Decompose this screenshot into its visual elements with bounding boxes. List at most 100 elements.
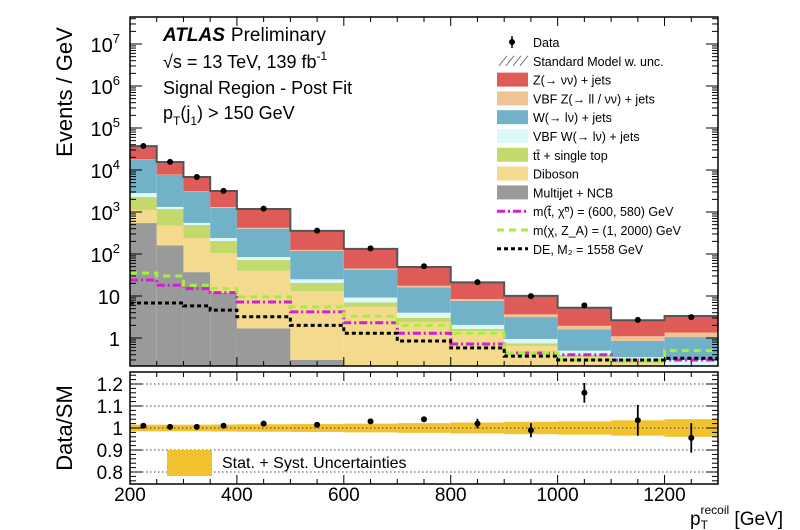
y-tick-label: 104 xyxy=(91,157,120,183)
bar-tt-single-top-bin-8 xyxy=(450,328,505,332)
bar-w-l-jets-bin-4 xyxy=(236,228,291,258)
data-point-7 xyxy=(421,263,427,270)
bar-tt-single-top-bin-1 xyxy=(156,209,184,226)
legend-swatch-4 xyxy=(497,110,528,125)
bar-z-jets-bin-0 xyxy=(130,146,157,160)
x-axis-title-p: p xyxy=(690,509,701,530)
y-tick-label-exponent: 7 xyxy=(113,31,120,46)
legend-data-marker xyxy=(509,39,515,45)
energy-label: √s = 13 TeV, 139 fb-1 xyxy=(163,49,328,72)
legend-label-bg-6: Z(→ νν) + jets xyxy=(533,74,611,88)
bar-z-jets-bin-9 xyxy=(504,295,558,315)
bar-diboson-bin-9 xyxy=(504,345,558,366)
x-tick-label: 1200 xyxy=(643,485,685,506)
atlas-experiment: ATLAS xyxy=(162,25,225,46)
stacked-backgrounds xyxy=(130,145,718,366)
bar-multijet-ncb-bin-1 xyxy=(156,245,184,366)
ratio-point-3 xyxy=(220,422,227,429)
bar-w-l-jets-bin-10 xyxy=(557,329,612,351)
data-point-5 xyxy=(314,227,321,234)
legend-label-bg-0: Multijet + NCB xyxy=(533,186,613,200)
atlas-label: ATLAS Preliminary xyxy=(162,25,326,46)
x-tick-label: 1000 xyxy=(536,485,578,506)
bar-diboson-bin-3 xyxy=(210,253,237,293)
ratio-panel xyxy=(130,382,718,473)
y-tick-label: 106 xyxy=(91,73,120,99)
bar-w-l-jets-bin-5 xyxy=(290,250,344,280)
bar-z-jets-bin-11 xyxy=(611,320,665,337)
ratio-point-9 xyxy=(527,427,534,434)
y-tick-label-base: 1 xyxy=(109,329,120,351)
y-tick-label-base: 10 xyxy=(91,161,113,183)
bar-tt-single-top-bin-5 xyxy=(290,282,344,292)
ratio-point-7 xyxy=(421,416,427,423)
ratio-point-2 xyxy=(193,423,200,430)
bar-vbf-z-ll-jets-bin-2 xyxy=(183,191,211,192)
legend-label-bg-3: VBF W(→ lν) + jets xyxy=(533,130,640,144)
bar-multijet-ncb-bin-3 xyxy=(210,292,237,366)
legend-sm-hatch xyxy=(505,55,515,67)
bar-tt-single-top-bin-9 xyxy=(504,343,558,346)
legend-label-bg-5: VBF Z(→ ll / νν) + jets xyxy=(533,92,655,106)
bar-multijet-ncb-bin-4 xyxy=(236,328,291,366)
bar-vbf-z-ll-jets-bin-11 xyxy=(611,336,665,341)
data-point-1 xyxy=(167,158,174,165)
data-point-6 xyxy=(367,245,374,252)
bar-tt-single-top-bin-3 xyxy=(210,240,237,254)
legend-label-bg-4: W(→ lν) + jets xyxy=(533,111,612,125)
legend-sm-hatch xyxy=(519,55,529,67)
bar-w-l-jets-bin-8 xyxy=(450,300,505,325)
legend-sm-hatch xyxy=(512,55,522,67)
legend-swatch-0 xyxy=(497,185,528,200)
ratio-point-11 xyxy=(634,417,641,424)
data-point-9 xyxy=(527,293,534,300)
bar-vbf-z-ll-jets-bin-12 xyxy=(664,332,718,338)
bar-vbf-w-l-jets-bin-1 xyxy=(156,206,184,210)
bar-diboson-bin-2 xyxy=(183,238,211,273)
y-axis-title: Events / GeV xyxy=(52,27,77,157)
legend-swatch-2 xyxy=(497,147,528,162)
legend-signal-label-2: DE, M₂ = 1558 GeV xyxy=(533,243,644,257)
bar-vbf-w-l-jets-bin-9 xyxy=(504,338,558,344)
signal-line-1 xyxy=(130,271,718,362)
atlas-status: Preliminary xyxy=(231,25,327,46)
bar-w-l-jets-bin-9 xyxy=(504,317,558,339)
bar-vbf-z-ll-jets-bin-10 xyxy=(557,325,612,330)
y-tick-label: 107 xyxy=(91,31,120,57)
uncertainty-band-bin-7 xyxy=(397,423,451,433)
ratio-point-8 xyxy=(474,420,481,427)
ratio-y-tick-label: 1 xyxy=(112,419,123,440)
data-point-8 xyxy=(474,279,481,286)
legend-sm-label: Standard Model w. unc. xyxy=(533,55,664,69)
bar-vbf-w-l-jets-bin-2 xyxy=(183,222,211,226)
ratio-point-0 xyxy=(140,422,147,429)
bar-vbf-w-l-jets-bin-3 xyxy=(210,238,237,241)
bar-vbf-w-l-jets-bin-6 xyxy=(343,297,398,303)
ratio-y-tick-label: 0.8 xyxy=(97,463,123,484)
bar-tt-single-top-bin-6 xyxy=(343,302,398,307)
data-point-3 xyxy=(220,187,227,194)
bar-w-l-jets-bin-6 xyxy=(343,269,398,298)
cut-mid: (j xyxy=(180,103,190,123)
ratio-point-5 xyxy=(314,421,321,428)
bar-z-jets-bin-12 xyxy=(664,315,718,333)
ratio-legend-label: Stat. + Syst. Uncertainties xyxy=(222,455,407,472)
bar-vbf-w-l-jets-bin-5 xyxy=(290,279,344,283)
bar-tt-single-top-bin-2 xyxy=(183,225,211,239)
legend-signal-label-1: m(χ, Z_A) = (1, 2000) GeV xyxy=(533,224,682,238)
legend-swatch-1 xyxy=(497,166,528,181)
data-point-0 xyxy=(140,142,147,149)
bar-diboson-bin-7 xyxy=(397,322,451,366)
bar-vbf-w-l-jets-bin-0 xyxy=(130,193,157,198)
bar-w-l-jets-bin-7 xyxy=(397,287,451,313)
bar-z-jets-bin-1 xyxy=(156,162,184,175)
bar-z-jets-bin-6 xyxy=(343,248,398,269)
bar-vbf-w-l-jets-bin-8 xyxy=(450,324,505,329)
x-axis-title-sup: recoil xyxy=(700,503,729,517)
legend-label-bg-2: tt̄ + single top xyxy=(533,149,608,163)
y-tick-label: 105 xyxy=(91,115,120,141)
data-point-11 xyxy=(634,316,641,323)
y-tick-label: 102 xyxy=(91,241,120,267)
legend-signal-label-0: m(t̃, χ̃⁰) = (600, 580) GeV xyxy=(533,204,674,219)
